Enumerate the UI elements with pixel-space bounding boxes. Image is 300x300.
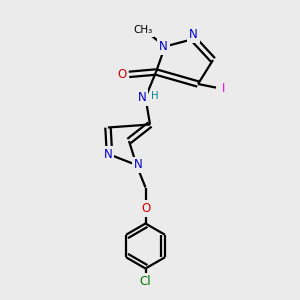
- Text: N: N: [159, 40, 168, 53]
- Text: I: I: [222, 82, 225, 95]
- Text: N: N: [137, 91, 146, 104]
- Text: O: O: [141, 202, 150, 215]
- Text: N: N: [134, 158, 142, 172]
- Text: N: N: [103, 148, 112, 161]
- Text: CH₃: CH₃: [133, 25, 152, 35]
- Text: Cl: Cl: [140, 274, 151, 288]
- Text: O: O: [117, 68, 126, 82]
- Text: H: H: [152, 91, 159, 101]
- Text: N: N: [189, 28, 198, 41]
